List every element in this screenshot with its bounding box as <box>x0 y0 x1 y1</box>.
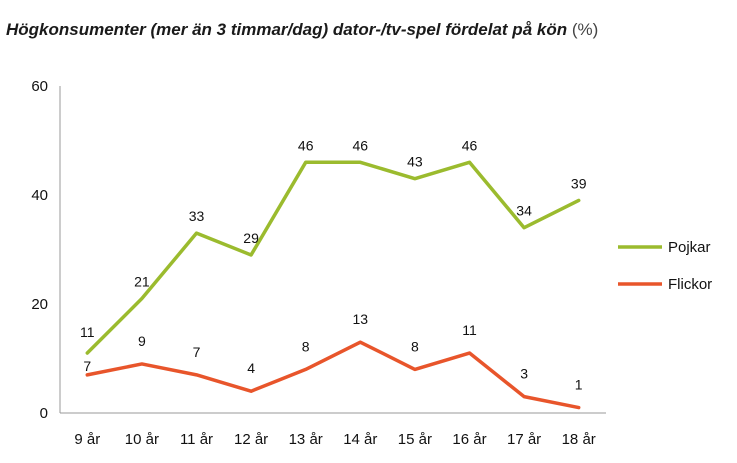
data-label-pojkar: 29 <box>243 230 259 246</box>
x-tick-label: 15 år <box>398 431 432 448</box>
x-tick-label: 17 år <box>507 431 541 448</box>
data-label-pojkar: 43 <box>407 154 423 170</box>
x-tick-label: 18 år <box>562 431 596 448</box>
x-tick-label: 10 år <box>125 431 159 448</box>
data-label-flickor: 9 <box>138 333 146 349</box>
x-tick-label: 14 år <box>343 431 377 448</box>
y-tick-label: 40 <box>31 187 48 204</box>
series-line-pojkar <box>85 160 581 355</box>
data-label-flickor: 8 <box>302 338 310 354</box>
data-label-pojkar: 11 <box>80 324 95 340</box>
data-label-flickor: 3 <box>520 366 528 382</box>
data-label-flickor: 4 <box>247 360 255 376</box>
series-line-flickor <box>85 340 581 410</box>
data-label-pojkar: 34 <box>516 203 532 219</box>
series-group: 11 21 33 29 46 46 43 46 34 39 7 9 7 4 8 13 8 11 3 1 <box>80 137 587 410</box>
legend-label: Flickor <box>668 276 712 293</box>
data-label-pojkar: 21 <box>134 274 150 290</box>
x-tick-labels: 9 år 10 år 11 år 12 år 13 år 14 år 15 år 16 år 1… <box>74 431 595 448</box>
x-tick-label: 11 år <box>180 431 213 448</box>
data-label-flickor: 7 <box>193 344 201 360</box>
x-tick-label: 16 år <box>452 431 486 448</box>
data-label-flickor: 11 <box>462 322 477 338</box>
data-label-pojkar: 46 <box>298 137 314 153</box>
data-label-flickor: 7 <box>83 358 91 374</box>
y-tick-label: 60 <box>31 78 48 95</box>
y-tick-label: 20 <box>31 296 48 313</box>
data-label-pojkar: 39 <box>571 175 587 191</box>
y-tick-label: 0 <box>40 405 48 422</box>
data-label-pojkar: 46 <box>353 137 369 153</box>
x-tick-label: 9 år <box>74 431 100 448</box>
y-tick-labels: 0 20 40 60 <box>31 78 48 422</box>
chart-title-unit: (%) <box>571 20 599 39</box>
chart-title: Högkonsumenter (mer än 3 timmar/dag) dat… <box>6 20 598 40</box>
data-label-pojkar: 33 <box>189 208 205 224</box>
legend: Pojkar Flickor <box>618 239 712 293</box>
data-label-flickor: 1 <box>575 377 583 393</box>
chart-title-text: Högkonsumenter (mer än 3 timmar/dag) dat… <box>6 20 568 39</box>
x-tick-label: 13 år <box>289 431 323 448</box>
data-label-flickor: 8 <box>411 338 419 354</box>
data-label-pojkar: 46 <box>462 137 478 153</box>
data-label-flickor: 13 <box>353 311 369 327</box>
legend-label: Pojkar <box>668 239 711 256</box>
x-tick-label: 12 år <box>234 431 268 448</box>
